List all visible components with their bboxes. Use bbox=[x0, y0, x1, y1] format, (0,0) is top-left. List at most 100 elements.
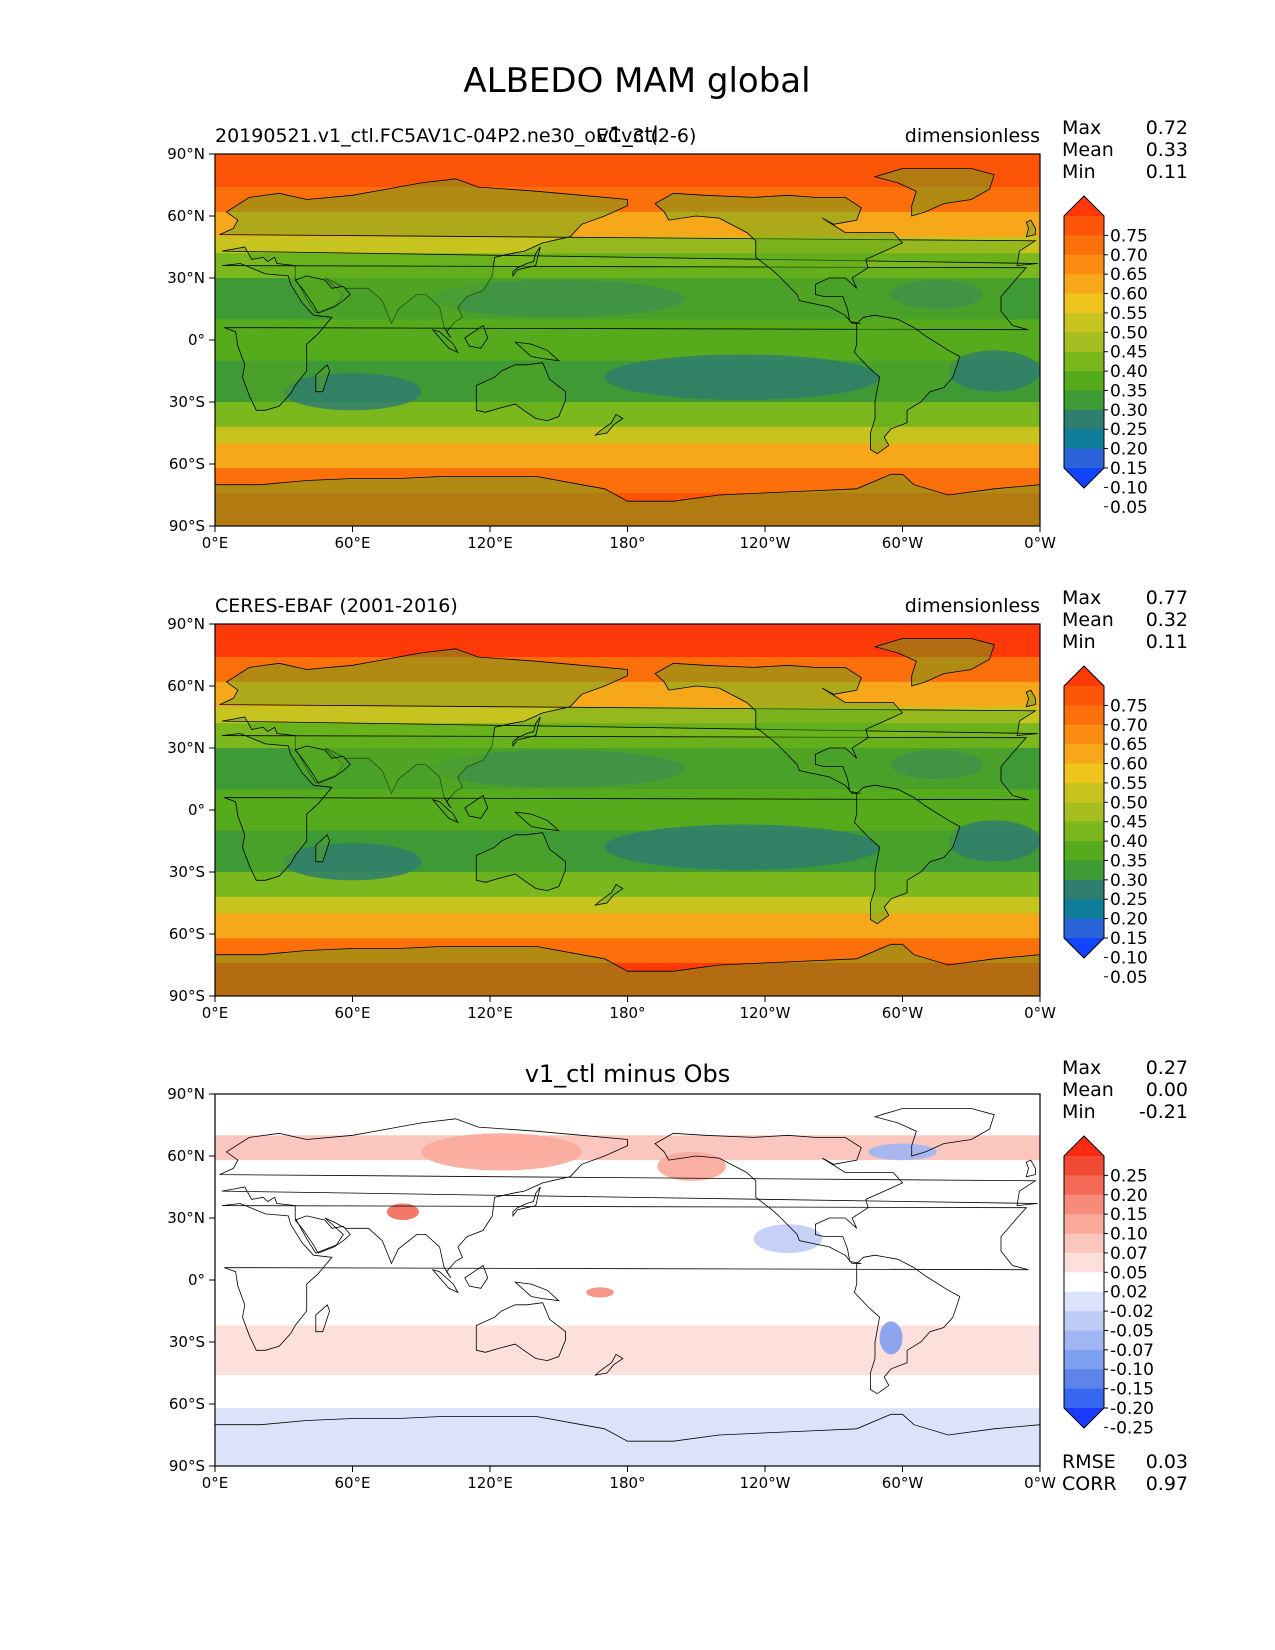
field-band bbox=[215, 1226, 1040, 1236]
land-field bbox=[221, 263, 1029, 411]
land-field bbox=[221, 733, 1029, 881]
colorbar-segment bbox=[1064, 312, 1104, 333]
colorbar-tick-label: 0.07 bbox=[1110, 1244, 1148, 1264]
x-tick-label: 0°W bbox=[1024, 1004, 1056, 1022]
colorbar-segment bbox=[1064, 744, 1104, 765]
colorbar: 0.750.700.650.600.550.500.450.400.350.30… bbox=[1063, 195, 1148, 518]
coastline bbox=[294, 1215, 351, 1254]
coastline bbox=[464, 324, 489, 349]
field-patch bbox=[283, 373, 422, 411]
colorbar-segment bbox=[1064, 841, 1104, 861]
x-tick-label: 0°E bbox=[202, 534, 229, 552]
field-band bbox=[215, 319, 1040, 329]
colorbar-tick-label: 0.40 bbox=[1110, 362, 1148, 382]
colorbar-tick-label: 0.65 bbox=[1110, 735, 1148, 755]
coastline bbox=[513, 1281, 561, 1302]
land-field bbox=[515, 812, 559, 831]
colorbar-segment bbox=[1064, 371, 1104, 391]
colorbar-segment bbox=[1064, 293, 1104, 314]
field-band bbox=[215, 228, 1040, 238]
y-tick-label: 0° bbox=[188, 331, 205, 349]
y-tick-label: 90°S bbox=[169, 517, 205, 535]
colorbar-segment bbox=[1064, 802, 1104, 823]
field-band bbox=[215, 690, 1040, 699]
field-patch bbox=[604, 824, 880, 870]
field-band bbox=[215, 632, 1040, 642]
coastline bbox=[221, 733, 1029, 881]
colorbar-extend-top bbox=[1064, 666, 1104, 686]
field-patch bbox=[891, 280, 983, 309]
colorbar-segment bbox=[1064, 1330, 1104, 1351]
panel-units: dimensionless bbox=[905, 125, 1040, 147]
field-patch bbox=[432, 280, 685, 318]
colorbar-tick-label: 0.20 bbox=[1110, 440, 1148, 460]
land-field bbox=[854, 315, 960, 454]
rmse-label: RMSE bbox=[1062, 1451, 1116, 1473]
corr-value: 0.97 bbox=[1146, 1473, 1188, 1495]
field-band bbox=[215, 154, 1040, 163]
field-band bbox=[215, 1234, 1040, 1244]
field-band bbox=[215, 327, 1040, 337]
coastline bbox=[1025, 1159, 1036, 1178]
stat-max-value: 0.77 bbox=[1146, 587, 1188, 609]
y-tick-label: 60°S bbox=[169, 455, 205, 473]
y-tick-label: 0° bbox=[188, 1271, 205, 1289]
coastline bbox=[215, 473, 1040, 526]
colorbar-segment bbox=[1064, 409, 1104, 430]
stat-max-value: 0.27 bbox=[1146, 1057, 1188, 1079]
stat-mean-value: 0.33 bbox=[1146, 139, 1188, 161]
coastline bbox=[431, 798, 459, 824]
land-field bbox=[515, 342, 559, 361]
coastline bbox=[654, 1132, 904, 1264]
stat-mean-label: Mean bbox=[1062, 609, 1114, 631]
colorbar-segment bbox=[1064, 724, 1104, 745]
coastline bbox=[215, 1413, 1040, 1466]
field-band bbox=[215, 1184, 1040, 1194]
land-field bbox=[854, 785, 960, 924]
y-tick-label: 90°S bbox=[169, 987, 205, 1005]
colorbar-tick-label: -0.15 bbox=[1110, 1380, 1154, 1400]
panel-left-title: CERES-EBAF (2001-2016) bbox=[215, 595, 458, 617]
field-band bbox=[215, 509, 1040, 519]
land-field bbox=[219, 178, 1038, 338]
colorbar-tick-label: -0.02 bbox=[1110, 1302, 1154, 1322]
y-tick-label: 0° bbox=[188, 801, 205, 819]
colorbar-segment bbox=[1064, 216, 1104, 236]
field-band bbox=[215, 946, 1040, 956]
field-band bbox=[215, 459, 1040, 469]
field-band bbox=[215, 1375, 1040, 1384]
colorbar-segment bbox=[1064, 390, 1104, 411]
colorbar-tick-label: 0.40 bbox=[1110, 832, 1148, 852]
field-band bbox=[215, 1209, 1040, 1219]
field-band bbox=[215, 435, 1040, 444]
colorbar-segment bbox=[1064, 429, 1104, 450]
stat-mean-value: 0.00 bbox=[1146, 1079, 1188, 1101]
field-band bbox=[215, 929, 1040, 939]
field-patch bbox=[948, 820, 1040, 862]
x-tick-label: 120°W bbox=[740, 1004, 791, 1022]
field-band bbox=[215, 781, 1040, 790]
x-tick-label: 120°E bbox=[467, 1004, 513, 1022]
colorbar-tick-label: -0.07 bbox=[1110, 1341, 1154, 1361]
field-band bbox=[215, 714, 1040, 724]
colorbar-segment bbox=[1064, 1194, 1104, 1215]
field-band bbox=[215, 278, 1040, 287]
field-band bbox=[215, 1143, 1040, 1153]
field-band bbox=[215, 1218, 1040, 1227]
field-band bbox=[215, 1201, 1040, 1211]
colorbar-tick-label: 0.25 bbox=[1110, 420, 1148, 440]
field-band bbox=[215, 1259, 1040, 1269]
y-tick-label: 60°S bbox=[169, 925, 205, 943]
field-band bbox=[215, 673, 1040, 683]
land-field bbox=[512, 247, 541, 276]
colorbar-segment bbox=[1064, 1291, 1104, 1312]
field-band bbox=[215, 805, 1040, 815]
field-band bbox=[215, 244, 1040, 254]
panel-difference: 0°E 60°E 120°E 180° 120°W 60°W 0°W 90°N 60°N 30°N… bbox=[167, 1057, 1188, 1495]
field-band bbox=[215, 1457, 1040, 1466]
coastline bbox=[513, 811, 561, 832]
land-field bbox=[432, 329, 458, 353]
colorbar-segment bbox=[1064, 860, 1104, 881]
field-patch bbox=[948, 350, 1040, 392]
colorbar-extend-bottom bbox=[1064, 938, 1104, 958]
